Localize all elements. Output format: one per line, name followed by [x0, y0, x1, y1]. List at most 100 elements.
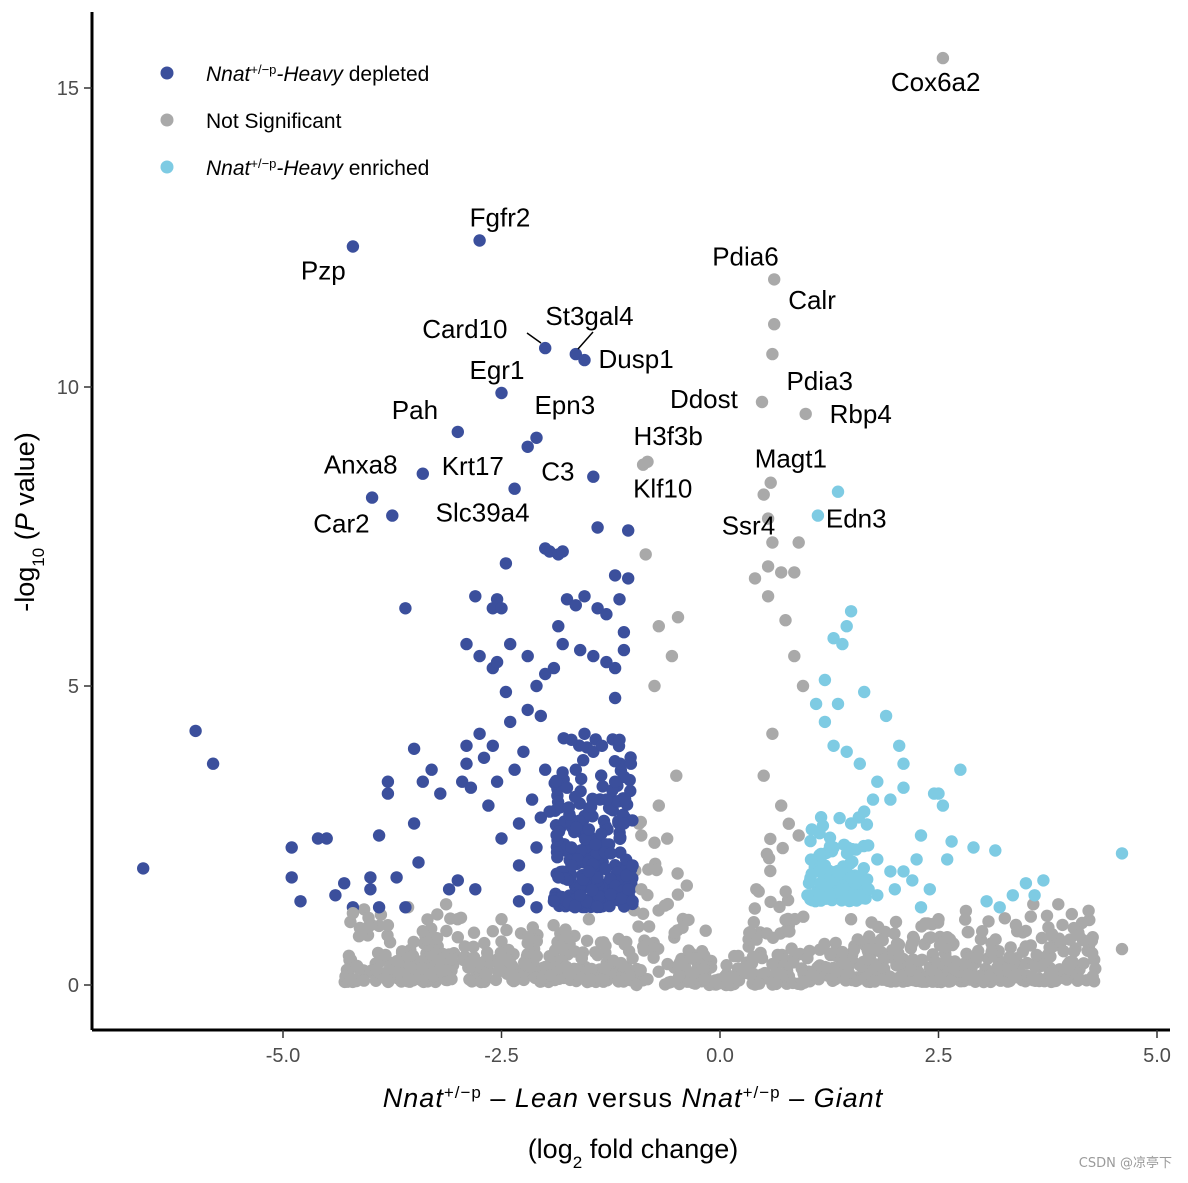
point-depleted: [390, 871, 403, 884]
point-depleted: [618, 770, 631, 784]
point-enriched: [914, 901, 928, 914]
point-enriched: [1115, 847, 1129, 860]
x-tick-label: 0.0: [706, 1045, 734, 1067]
point-not-significant: [932, 913, 945, 926]
point-depleted: [416, 467, 429, 480]
point-depleted: [442, 883, 456, 896]
point-not-significant: [697, 963, 710, 976]
point-not-significant: [861, 953, 874, 966]
point-not-significant: [844, 913, 858, 926]
point-not-significant: [463, 956, 476, 969]
point-not-significant: [652, 620, 665, 633]
point-enriched: [914, 829, 928, 842]
point-depleted: [585, 883, 599, 897]
point-enriched: [967, 841, 980, 854]
point-not-significant: [761, 590, 775, 603]
point-not-significant: [783, 925, 796, 938]
point-not-significant: [1062, 962, 1075, 976]
point-not-significant: [842, 966, 855, 979]
point-not-significant: [1056, 918, 1069, 932]
point-depleted: [600, 793, 613, 806]
point-not-significant: [495, 913, 508, 926]
point-depleted: [460, 757, 473, 770]
point-not-significant: [755, 395, 769, 409]
point-not-significant: [861, 943, 874, 957]
point-enriched: [897, 781, 910, 794]
point-enriched: [831, 485, 845, 498]
point-depleted: [329, 889, 342, 902]
gene-label-rbp4: Rbp4: [830, 399, 892, 429]
point-not-significant: [976, 925, 989, 938]
point-depleted: [613, 733, 626, 746]
x-tick-label: -2.5: [484, 1045, 518, 1067]
point-depleted: [622, 572, 635, 585]
point-not-significant: [582, 913, 596, 926]
point-not-significant: [768, 318, 781, 331]
point-not-significant: [1037, 958, 1050, 972]
point-depleted: [539, 341, 552, 355]
point-depleted: [399, 901, 412, 914]
point-not-significant: [768, 273, 781, 286]
point-enriched: [836, 637, 849, 651]
point-not-significant: [350, 959, 364, 973]
point-not-significant: [430, 932, 444, 945]
point-depleted: [599, 862, 612, 876]
point-enriched: [814, 877, 827, 890]
point-enriched: [827, 739, 840, 752]
point-not-significant: [718, 970, 731, 983]
point-not-significant: [760, 927, 773, 940]
point-enriched: [858, 685, 871, 699]
point-not-significant: [745, 957, 759, 970]
point-enriched: [818, 715, 832, 729]
point-depleted: [189, 724, 202, 738]
point-not-significant: [381, 929, 394, 942]
watermark: CSDN @凉亭下: [1078, 1156, 1172, 1171]
point-not-significant: [865, 916, 878, 929]
point-not-significant: [1085, 934, 1099, 947]
point-enriched: [893, 739, 906, 752]
point-depleted: [539, 667, 552, 681]
point-depleted: [551, 851, 564, 864]
point-not-significant: [526, 921, 539, 934]
point-enriched: [860, 818, 874, 831]
leader-card10: [526, 332, 542, 344]
point-enriched: [827, 841, 840, 854]
point-depleted: [590, 900, 604, 914]
point-not-significant: [1045, 928, 1059, 941]
point-not-significant: [764, 832, 777, 846]
point-depleted: [608, 755, 622, 768]
point-enriched: [844, 871, 858, 884]
point-not-significant: [982, 915, 995, 928]
point-not-significant: [761, 512, 775, 525]
point-not-significant: [614, 956, 628, 970]
point-enriched: [805, 823, 818, 836]
point-enriched: [836, 883, 849, 896]
point-depleted: [311, 832, 325, 845]
gene-label-krt17: Krt17: [442, 451, 504, 481]
gene-label-pzp: Pzp: [301, 255, 346, 285]
point-not-significant: [936, 51, 950, 65]
point-enriched: [844, 817, 858, 830]
point-not-significant: [658, 899, 672, 912]
point-not-significant: [670, 769, 683, 782]
point-enriched: [1006, 889, 1019, 902]
point-not-significant: [641, 455, 654, 468]
point-enriched: [832, 866, 845, 879]
point-enriched: [823, 831, 837, 844]
point-not-significant: [521, 936, 534, 950]
point-depleted: [473, 234, 486, 247]
point-not-significant: [404, 961, 417, 974]
point-depleted: [620, 869, 633, 882]
point-not-significant: [962, 925, 975, 939]
point-enriched: [804, 853, 818, 866]
point-depleted: [490, 655, 504, 669]
point-not-significant: [671, 867, 684, 880]
point-depleted: [372, 901, 386, 914]
point-not-significant: [508, 971, 521, 984]
point-depleted: [556, 545, 569, 558]
point-not-significant: [439, 898, 453, 911]
gene-label-edn3: Edn3: [826, 504, 887, 534]
point-not-significant: [748, 572, 762, 585]
point-enriched: [857, 862, 870, 875]
gene-label-ddost: Ddost: [670, 384, 739, 414]
